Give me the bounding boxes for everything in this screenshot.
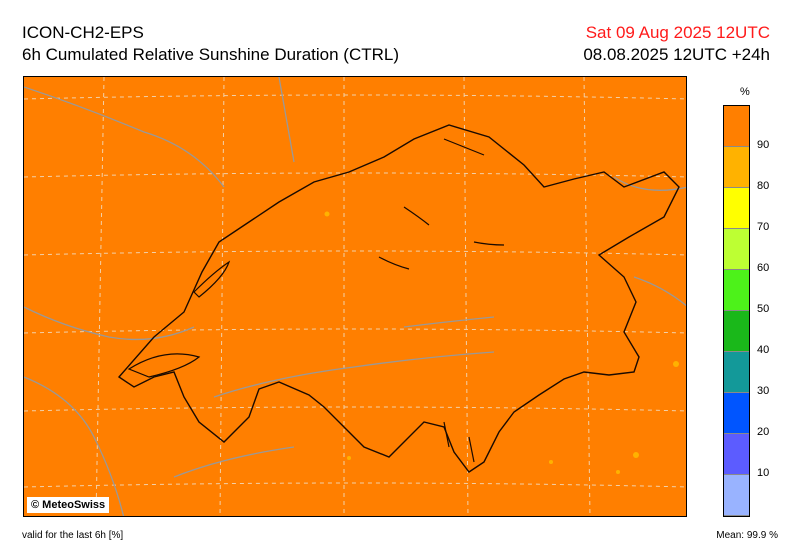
legend-swatch <box>724 229 749 270</box>
title-block: ICON-CH2-EPS 6h Cumulated Relative Sunsh… <box>22 22 399 66</box>
valid-date: Sat 09 Aug 2025 12UTC <box>585 23 770 42</box>
legend-swatch <box>724 393 749 434</box>
map-canvas <box>24 77 686 516</box>
legend-swatch <box>724 434 749 475</box>
mean-value: Mean: 99.9 % <box>716 530 778 541</box>
switzerland-border <box>117 124 680 473</box>
legend-label: 70 <box>757 221 770 233</box>
validity-note: valid for the last 6h [%] <box>22 530 124 541</box>
legend-swatch <box>724 352 749 393</box>
legend-label: 90 <box>757 139 770 151</box>
legend-swatch <box>724 311 749 352</box>
legend-swatch <box>724 188 749 229</box>
legend-label: 60 <box>757 262 770 274</box>
legend-label: 80 <box>757 180 770 192</box>
model-name: ICON-CH2-EPS <box>22 23 144 42</box>
legend-label: 40 <box>757 344 770 356</box>
neighbour-borders <box>24 77 686 516</box>
legend-swatch <box>724 106 749 147</box>
legend-label: 10 <box>757 467 770 479</box>
copyright-label: © MeteoSwiss <box>27 497 110 513</box>
sunshine-patches <box>324 211 679 474</box>
product-title: 6h Cumulated Relative Sunshine Duration … <box>22 45 400 64</box>
graticule <box>24 77 686 516</box>
sunshine-map: © MeteoSwiss <box>23 76 687 517</box>
legend-label: 30 <box>757 385 770 397</box>
run-info: 08.08.2025 12UTC +24h <box>583 45 770 64</box>
legend-swatch <box>724 270 749 311</box>
color-legend <box>723 105 750 517</box>
legend-swatch <box>724 147 749 188</box>
legend-label: 50 <box>757 303 770 315</box>
legend-swatch <box>724 475 749 516</box>
legend-label: 20 <box>757 426 770 438</box>
time-block: Sat 09 Aug 2025 12UTC 08.08.2025 12UTC +… <box>583 22 770 66</box>
legend-unit: % <box>740 86 750 98</box>
lakes <box>127 138 505 463</box>
